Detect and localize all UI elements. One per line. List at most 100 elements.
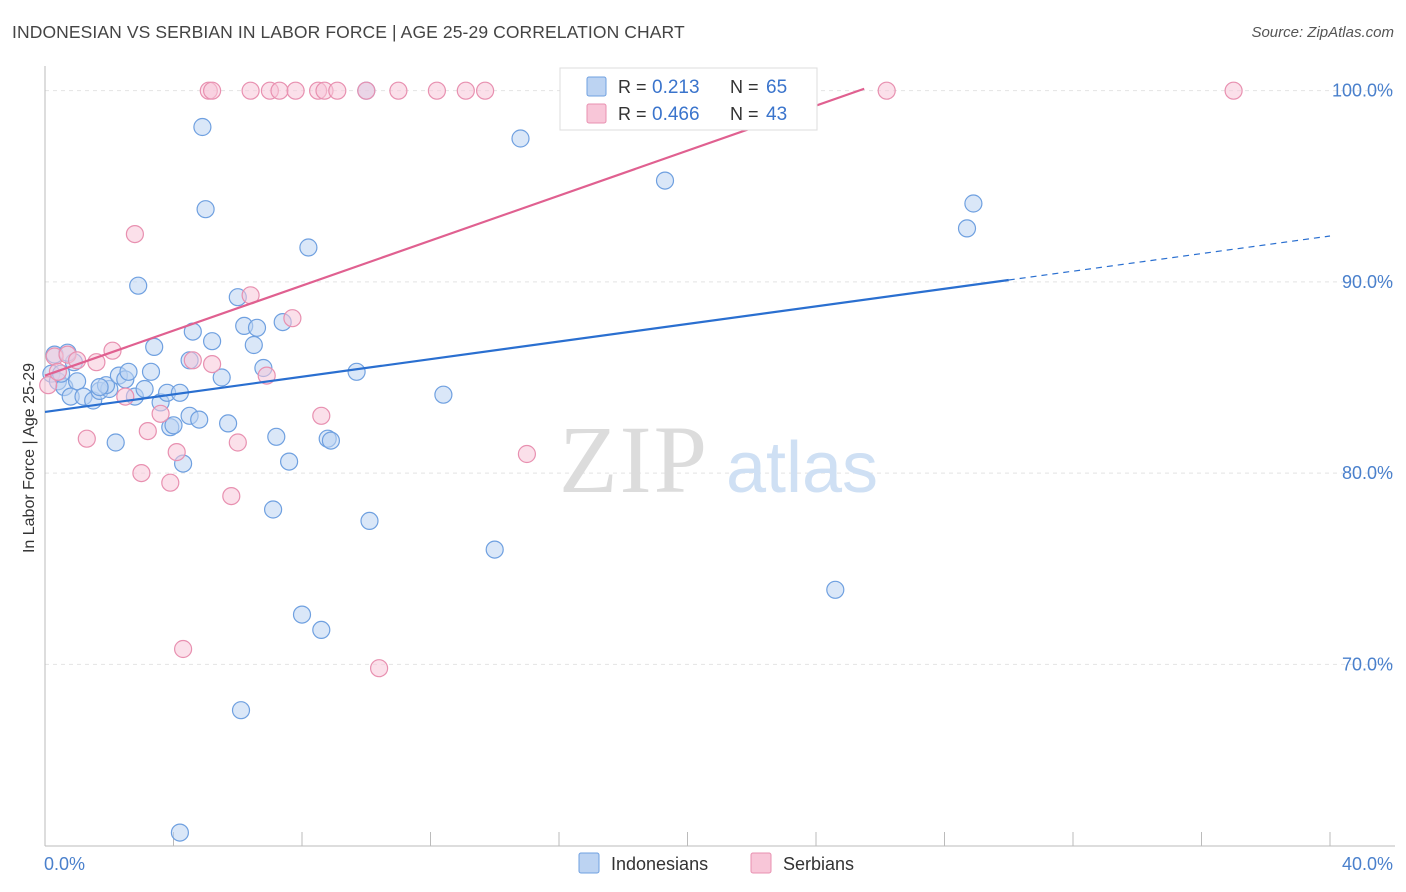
indonesian-point bbox=[957, 219, 977, 238]
indonesian-point bbox=[321, 431, 340, 450]
indonesian-point bbox=[292, 605, 312, 624]
serbian-trend-line bbox=[44, 87, 865, 377]
legend-swatch bbox=[586, 103, 607, 124]
legend-r-label: R = bbox=[618, 77, 647, 97]
indonesian-point bbox=[141, 362, 161, 381]
serbian-point bbox=[328, 81, 347, 100]
indonesian-point bbox=[299, 238, 318, 257]
indonesian-point bbox=[145, 337, 164, 356]
serbian-point bbox=[270, 81, 289, 100]
source-credit: Source: ZipAtlas.com bbox=[1251, 24, 1394, 41]
y-tick-label: 100.0% bbox=[1332, 81, 1393, 101]
indonesian-point bbox=[280, 452, 299, 471]
data-points bbox=[39, 81, 1243, 842]
legend-item-label[interactable]: Indonesians bbox=[611, 854, 708, 874]
serbian-point bbox=[370, 659, 389, 678]
indonesian-point bbox=[193, 117, 212, 137]
legend-n-value: 43 bbox=[766, 104, 787, 125]
indonesian-point bbox=[312, 620, 331, 640]
indonesian-point bbox=[244, 335, 263, 355]
indonesian-point bbox=[190, 410, 209, 429]
serbian-point bbox=[517, 444, 537, 464]
indonesian-point bbox=[434, 385, 453, 404]
serbian-point bbox=[241, 81, 260, 100]
indonesian-point bbox=[164, 416, 183, 435]
serbian-point bbox=[357, 81, 376, 100]
serbian-point bbox=[476, 81, 495, 100]
serbian-point bbox=[138, 422, 157, 441]
indonesian-point bbox=[964, 194, 983, 213]
serbian-point bbox=[103, 341, 122, 360]
indonesian-point bbox=[170, 823, 189, 842]
legend-swatch bbox=[586, 76, 607, 97]
indonesian-point bbox=[196, 200, 215, 219]
watermark: ZIP atlas bbox=[559, 406, 878, 513]
serbian-point bbox=[77, 429, 96, 448]
indonesian-point bbox=[267, 427, 286, 446]
indonesian-point bbox=[247, 318, 267, 337]
serbian-point bbox=[203, 355, 222, 374]
serbian-point bbox=[161, 473, 180, 492]
serbian-point bbox=[132, 464, 151, 483]
serbian-point bbox=[877, 81, 896, 100]
trend-lines bbox=[44, 87, 1331, 414]
y-tick-label: 90.0% bbox=[1342, 272, 1393, 292]
watermark-atlas: atlas bbox=[726, 428, 878, 508]
x-tick-label: 40.0% bbox=[1342, 854, 1393, 874]
indonesian-point bbox=[203, 332, 222, 351]
indonesian-point bbox=[511, 129, 530, 148]
serbian-point bbox=[257, 366, 276, 385]
serbian-point bbox=[427, 81, 446, 100]
serbian-point bbox=[456, 81, 475, 100]
legend-item-swatch[interactable] bbox=[750, 852, 772, 874]
indonesian-point bbox=[360, 511, 379, 531]
legend-n-value: 65 bbox=[766, 77, 787, 98]
indonesian-trend-line bbox=[44, 278, 1009, 414]
serbian-point bbox=[389, 81, 408, 100]
legend-n-label: N = bbox=[730, 77, 759, 97]
serbian-point bbox=[312, 406, 331, 425]
indonesian-point bbox=[67, 372, 87, 391]
serbian-point bbox=[125, 225, 144, 244]
legend-item-swatch[interactable] bbox=[578, 852, 600, 874]
indonesian-point bbox=[347, 362, 366, 381]
indonesian-point bbox=[90, 378, 109, 397]
indonesian-point bbox=[655, 171, 675, 190]
legend-bottom[interactable]: Indonesians Serbians bbox=[578, 852, 854, 874]
indonesian-point bbox=[135, 379, 154, 399]
y-tick-label: 80.0% bbox=[1342, 463, 1393, 483]
chart-title: INDONESIAN VS SERBIAN IN LABOR FORCE | A… bbox=[12, 22, 685, 42]
serbian-point bbox=[39, 376, 58, 395]
indonesian-point bbox=[212, 368, 231, 387]
legend-stats: R = 0.213 N = 65 R = 0.466 N = 43 bbox=[559, 67, 818, 131]
indonesian-point bbox=[826, 580, 845, 599]
indonesian-point bbox=[106, 433, 125, 452]
grid-lines bbox=[45, 90, 1395, 665]
serbian-point bbox=[228, 433, 247, 452]
y-tick-label: 70.0% bbox=[1342, 654, 1393, 674]
indonesian-point bbox=[129, 276, 148, 295]
legend-r-value: 0.466 bbox=[652, 104, 700, 125]
serbian-point bbox=[1224, 81, 1243, 100]
indonesian-point bbox=[485, 540, 504, 559]
legend-r-label: R = bbox=[618, 104, 647, 124]
serbian-point bbox=[183, 351, 202, 370]
serbian-point bbox=[203, 81, 222, 100]
legend-n-label: N = bbox=[730, 104, 759, 124]
serbian-point bbox=[167, 443, 186, 462]
serbian-point bbox=[151, 404, 170, 423]
axes bbox=[44, 66, 1395, 847]
indonesian-point bbox=[264, 500, 283, 519]
indonesian-point bbox=[119, 362, 138, 381]
indonesian-trend-extension bbox=[1008, 235, 1331, 281]
serbian-point bbox=[283, 309, 302, 328]
x-tick-label: 0.0% bbox=[44, 854, 85, 874]
indonesian-point bbox=[219, 414, 238, 433]
serbian-point bbox=[174, 639, 193, 659]
y-axis-label: In Labor Force | Age 25-29 bbox=[21, 363, 38, 553]
legend-r-value: 0.213 bbox=[652, 77, 700, 98]
indonesian-point bbox=[231, 701, 251, 720]
legend-item-label[interactable]: Serbians bbox=[783, 854, 854, 874]
tick-labels: 100.0% 90.0% 80.0% 70.0% 0.0% 40.0% bbox=[44, 81, 1393, 874]
